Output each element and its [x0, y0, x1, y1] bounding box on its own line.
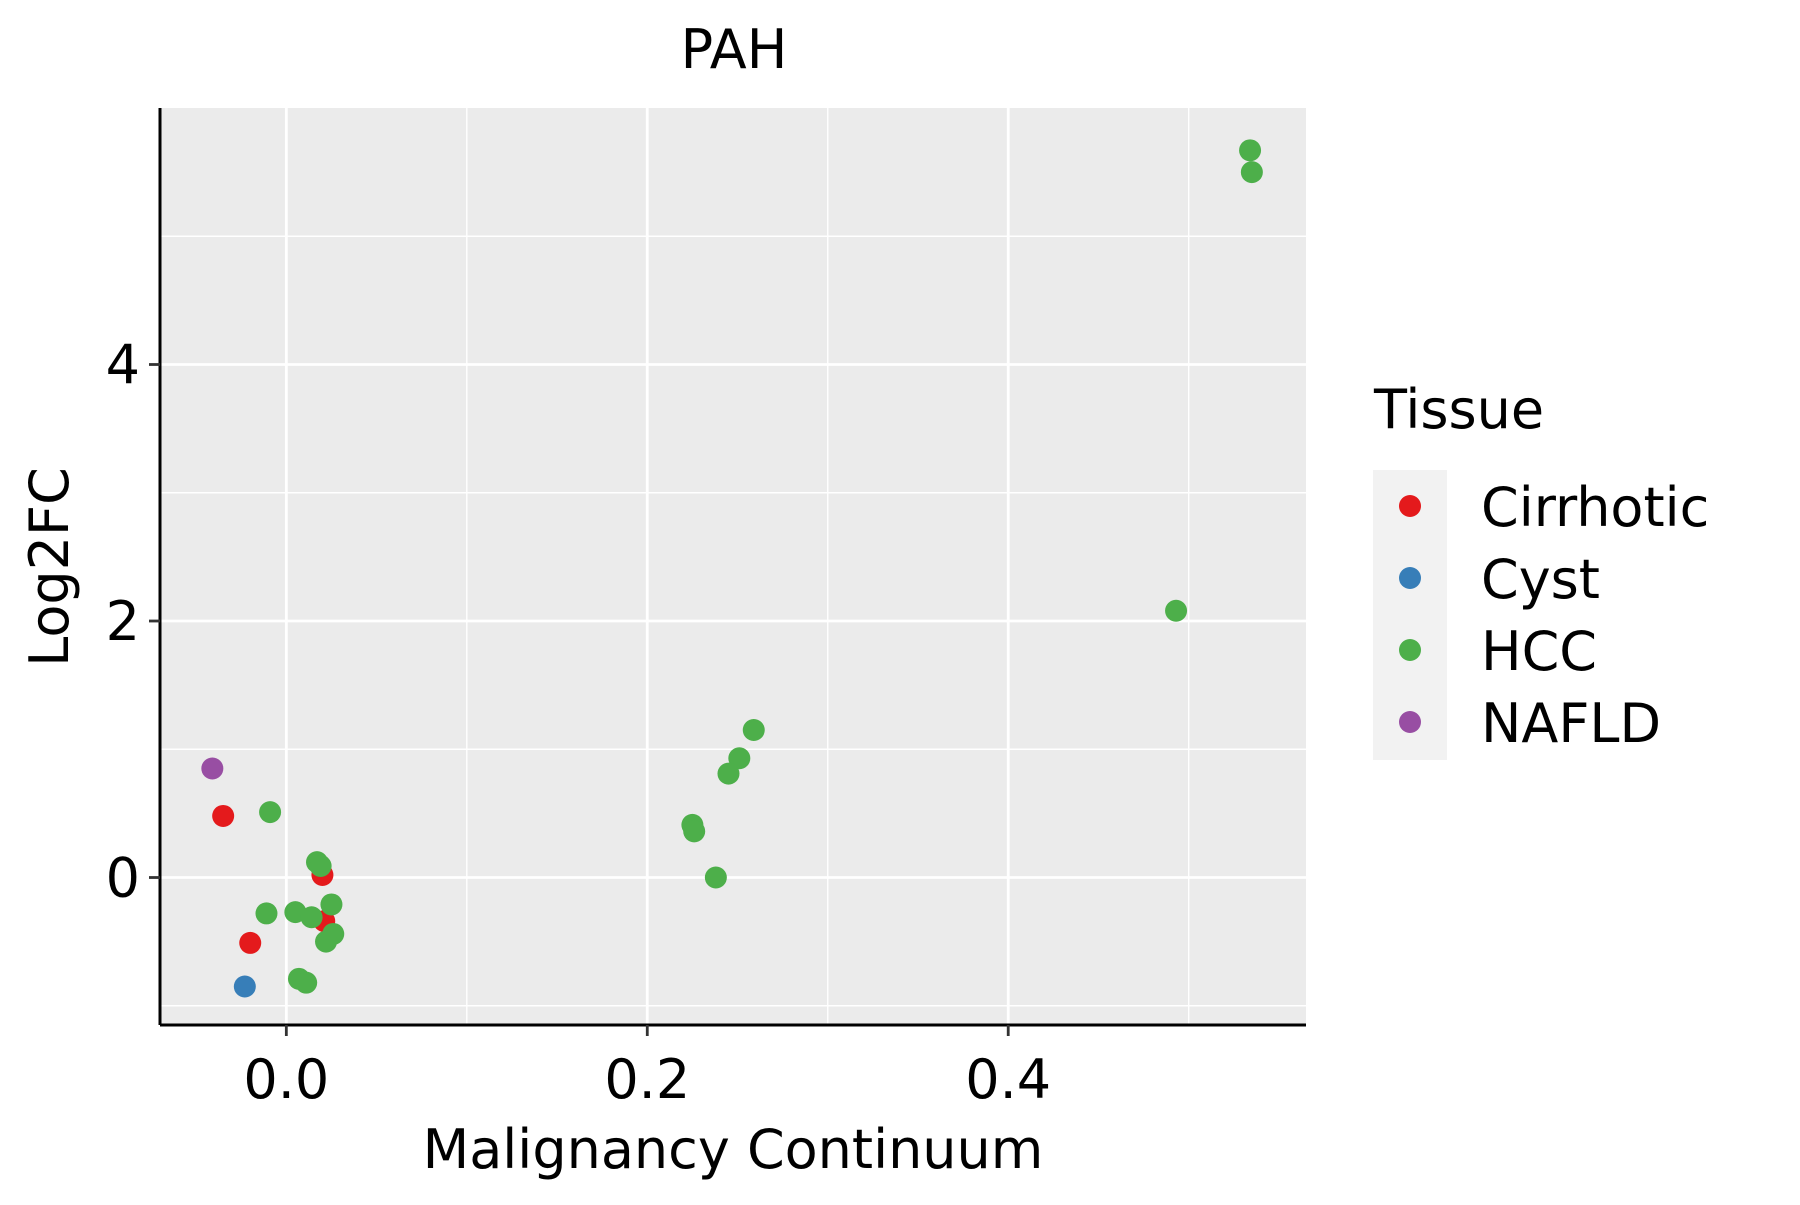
legend-key-nafld	[1399, 711, 1421, 733]
legend: Tissue Cirrhotic Cyst HCC NAFLD	[1373, 378, 1709, 760]
y-tick-label: 2	[106, 590, 140, 653]
y-axis-ticks: 0 2 4	[106, 334, 160, 910]
x-axis-ticks: 0.0 0.2 0.4	[243, 1025, 1051, 1111]
chart-title: PAH	[681, 18, 788, 81]
x-tick-label: 0.2	[604, 1048, 690, 1111]
x-tick-label: 0.0	[243, 1048, 329, 1111]
data-point-hcc	[683, 820, 706, 843]
data-point-hcc	[315, 930, 338, 953]
data-point-hcc	[1240, 161, 1263, 184]
legend-label-cyst: Cyst	[1481, 548, 1600, 611]
plot-panel	[160, 108, 1306, 1025]
data-point-hcc	[309, 854, 332, 877]
legend-label-hcc: HCC	[1481, 620, 1597, 683]
legend-label-nafld: NAFLD	[1481, 692, 1661, 755]
legend-title: Tissue	[1373, 378, 1544, 441]
data-point-hcc	[300, 906, 323, 929]
legend-key-cirrhotic	[1399, 495, 1421, 517]
x-tick-label: 0.4	[965, 1048, 1051, 1111]
y-axis-label: Log2FC	[18, 467, 81, 667]
data-point-hcc	[742, 719, 765, 742]
x-axis-label: Malignancy Continuum	[423, 1118, 1044, 1181]
legend-key-hcc	[1399, 639, 1421, 661]
data-points	[201, 139, 1263, 998]
data-point-hcc	[1165, 599, 1188, 622]
data-point-hcc	[259, 801, 282, 824]
data-point-cirrhotic	[239, 931, 262, 954]
data-point-nafld	[201, 757, 224, 780]
major-grid	[160, 108, 1306, 1025]
data-point-hcc	[320, 893, 343, 916]
data-point-hcc	[717, 762, 740, 785]
y-tick-label: 4	[106, 334, 140, 397]
data-point-hcc	[255, 902, 278, 925]
y-tick-label: 0	[106, 847, 140, 910]
data-point-hcc	[295, 971, 318, 994]
data-point-hcc	[1239, 139, 1262, 162]
legend-label-cirrhotic: Cirrhotic	[1481, 476, 1709, 539]
data-point-cyst	[233, 975, 256, 998]
data-point-cirrhotic	[212, 804, 235, 827]
data-point-hcc	[704, 866, 727, 889]
legend-key-cyst	[1399, 567, 1421, 589]
data-point-hcc	[728, 747, 751, 770]
